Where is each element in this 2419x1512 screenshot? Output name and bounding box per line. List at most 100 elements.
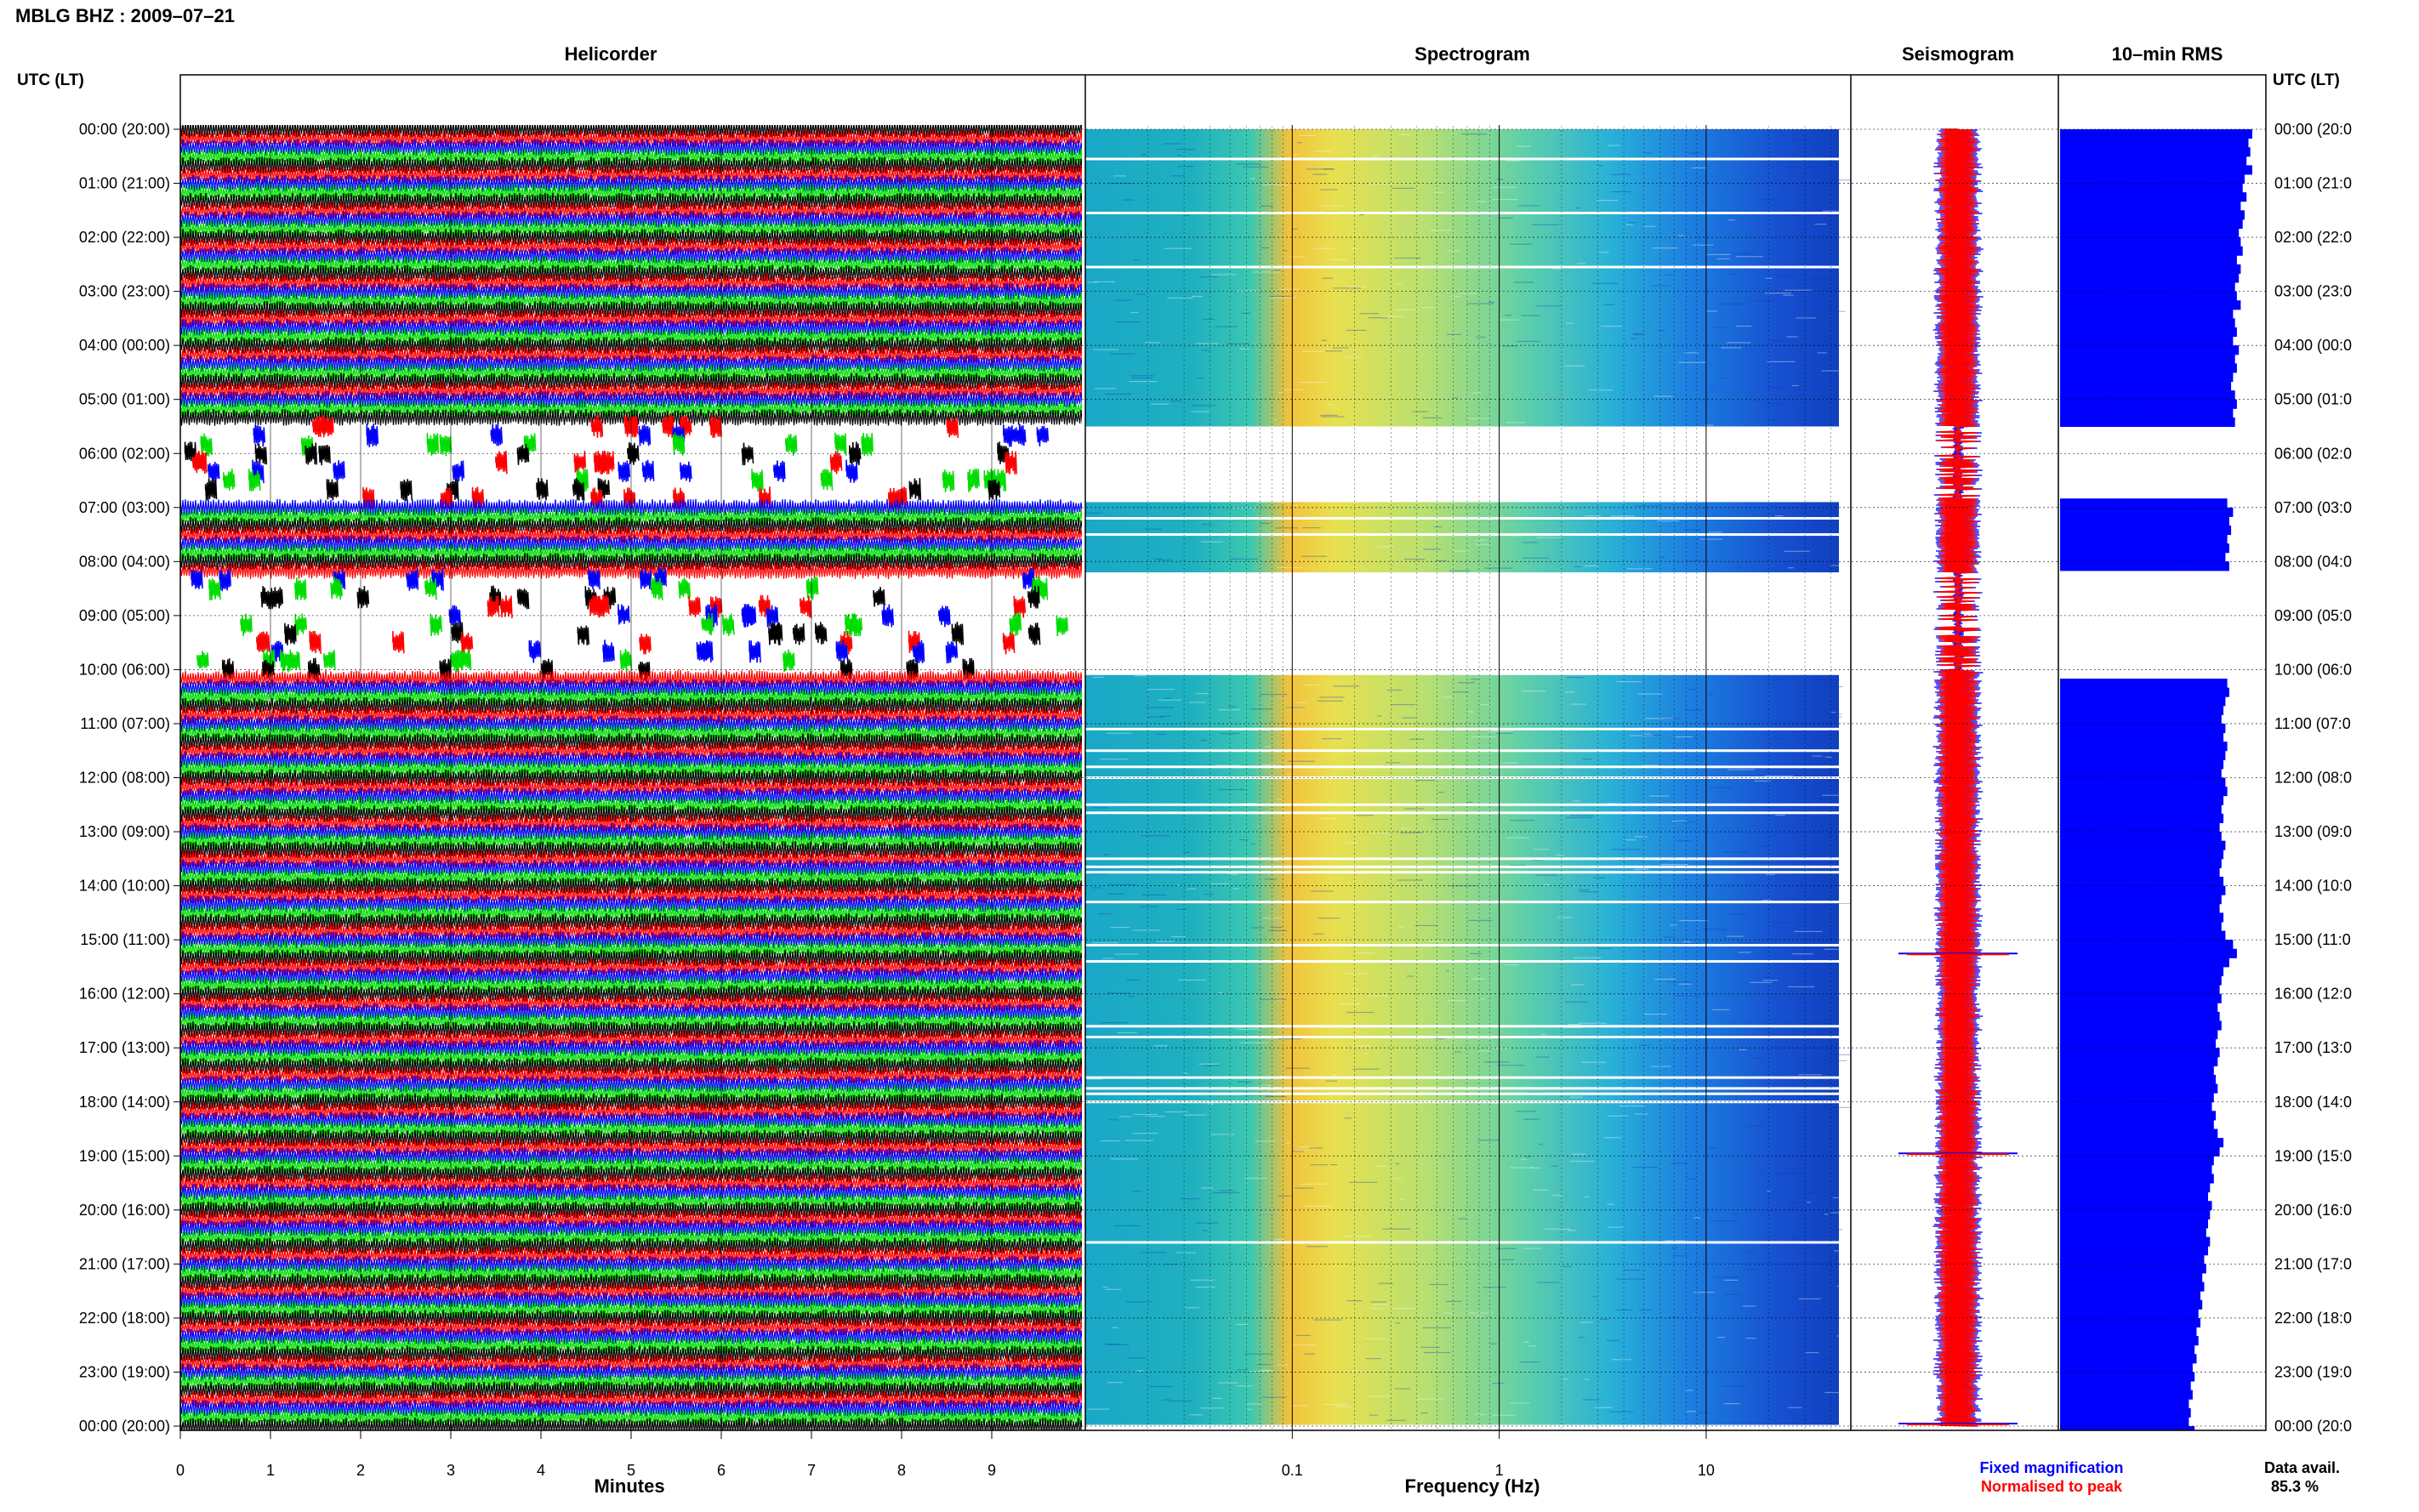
spectrogram-texture bbox=[1163, 143, 1182, 145]
frequency-tick-label: 10 bbox=[1698, 1462, 1715, 1479]
spectrogram-texture bbox=[1708, 1147, 1717, 1149]
spectrogram-texture bbox=[1834, 1250, 1851, 1252]
spectrogram-texture bbox=[1809, 281, 1814, 283]
rms-bar bbox=[2060, 1272, 2203, 1283]
spectrogram-texture bbox=[1113, 175, 1127, 177]
spectrogram-texture bbox=[1631, 338, 1637, 339]
spectrogram-texture bbox=[1798, 235, 1807, 236]
spectrogram-gap-stripe bbox=[1085, 811, 1851, 815]
spectrogram-texture bbox=[1183, 1114, 1207, 1116]
spectrogram-texture bbox=[1708, 531, 1723, 533]
spectrogram-texture bbox=[1806, 278, 1835, 280]
spectrogram-texture bbox=[1495, 1248, 1523, 1249]
rms-bar bbox=[2060, 1003, 2218, 1013]
spectrogram-texture bbox=[1535, 1056, 1549, 1058]
spectrogram-texture bbox=[1665, 274, 1673, 276]
hour-label-right: 00:00 (20:0 bbox=[2274, 1418, 2352, 1435]
spectrogram-gap-stripe bbox=[1085, 865, 1851, 868]
helicorder-trace bbox=[180, 714, 1082, 733]
spectrogram-texture bbox=[1675, 736, 1693, 738]
spectrogram-texture bbox=[1200, 1407, 1225, 1409]
helicorder-trace bbox=[180, 1228, 1082, 1246]
spectrogram-texture bbox=[1832, 1197, 1847, 1199]
spectrogram-texture bbox=[1557, 917, 1573, 918]
helicorder-trace bbox=[180, 1408, 1082, 1426]
rms-bar bbox=[2060, 921, 2222, 932]
helicorder-trace bbox=[180, 751, 1082, 769]
spectrogram-texture bbox=[1327, 404, 1334, 406]
helicorder-fragment bbox=[638, 424, 652, 446]
spectrogram-texture bbox=[1804, 1198, 1809, 1200]
helicorder-fragment bbox=[248, 469, 261, 492]
spectrogram-texture bbox=[1371, 1304, 1389, 1305]
helicorder-trace bbox=[180, 1057, 1082, 1075]
spectrogram-texture bbox=[1812, 755, 1823, 757]
spectrogram-texture bbox=[1377, 546, 1394, 548]
spectrogram-texture bbox=[1721, 347, 1742, 349]
spectrogram-texture bbox=[1414, 924, 1438, 926]
spectrogram-texture bbox=[1757, 1169, 1764, 1171]
spectrogram-texture bbox=[1524, 1156, 1532, 1157]
spectrogram-texture bbox=[1369, 1414, 1379, 1416]
helicorder-fragment bbox=[1056, 616, 1069, 637]
helicorder-fragment bbox=[597, 594, 610, 617]
spectrogram-texture bbox=[1256, 1364, 1271, 1366]
spectrogram-texture bbox=[1347, 722, 1358, 724]
helicorder-trace bbox=[180, 1192, 1082, 1210]
spectrogram-texture bbox=[1649, 795, 1670, 797]
helicorder-fragment bbox=[270, 587, 284, 609]
helicorder-trace bbox=[180, 804, 1082, 822]
spectrogram-texture bbox=[1107, 732, 1132, 734]
hour-label-left: 10:00 (06:00) bbox=[79, 661, 170, 678]
rms-bar bbox=[2060, 759, 2224, 770]
spectrogram-texture bbox=[1666, 981, 1693, 983]
spectrogram-texture bbox=[1699, 538, 1723, 540]
spectrogram-texture bbox=[1433, 526, 1443, 528]
spectrogram-texture bbox=[1770, 679, 1789, 680]
helicorder-trace bbox=[180, 1111, 1082, 1128]
spectrogram-texture bbox=[1598, 165, 1602, 167]
spectrogram-texture bbox=[1659, 556, 1665, 558]
spectrogram-gap-stripe bbox=[1085, 1025, 1851, 1028]
spectrogram-texture bbox=[1141, 154, 1147, 156]
spectrogram-texture bbox=[1176, 884, 1181, 886]
rms-bar bbox=[2060, 543, 2229, 554]
spectrogram-texture bbox=[1301, 1183, 1327, 1185]
spectrogram-texture bbox=[1635, 836, 1648, 838]
data-availability-label: Data avail. bbox=[2264, 1459, 2340, 1476]
rms-bar bbox=[2060, 1101, 2212, 1111]
hour-label-left: 11:00 (07:00) bbox=[80, 715, 170, 732]
rms-bar bbox=[2060, 679, 2228, 689]
spectrogram-texture bbox=[1221, 733, 1239, 735]
spectrogram-texture bbox=[1813, 679, 1840, 680]
spectrogram-texture bbox=[1421, 307, 1435, 309]
spectrogram-texture bbox=[1114, 299, 1133, 301]
spectrogram-texture bbox=[1236, 1323, 1249, 1325]
spectrogram-texture bbox=[1830, 712, 1836, 713]
spectrogram-texture bbox=[1349, 989, 1358, 991]
spectrogram-texture bbox=[1576, 263, 1586, 264]
helicorder-fragment bbox=[820, 469, 834, 491]
spectrogram-texture bbox=[1091, 942, 1118, 944]
spectrogram-texture bbox=[1395, 1322, 1401, 1324]
rms-bar bbox=[2060, 534, 2228, 544]
spectrogram-texture bbox=[1149, 1385, 1173, 1388]
helicorder-fragment bbox=[240, 613, 253, 637]
spectrogram-texture bbox=[1808, 1191, 1836, 1193]
rms-bar bbox=[2060, 1219, 2208, 1229]
spectrogram-texture bbox=[1320, 414, 1338, 416]
spectrogram-band bbox=[1085, 129, 1839, 427]
helicorder-fragment bbox=[759, 486, 771, 510]
helicorder-trace bbox=[180, 192, 1082, 210]
helicorder-fragment bbox=[204, 478, 218, 501]
spectrogram-texture bbox=[1772, 686, 1776, 688]
helicorder-trace bbox=[180, 202, 1082, 219]
spectrogram-texture bbox=[1609, 1411, 1634, 1413]
spectrogram-texture bbox=[1267, 929, 1288, 931]
spectrogram-texture bbox=[1788, 1407, 1802, 1408]
rms-bar bbox=[2060, 1174, 2214, 1184]
hour-label-left: 12:00 (08:00) bbox=[79, 770, 170, 787]
spectrogram-gap-stripe bbox=[1085, 157, 1851, 161]
helicorder-fragment bbox=[318, 445, 331, 466]
helicorder-fragment bbox=[309, 630, 322, 654]
